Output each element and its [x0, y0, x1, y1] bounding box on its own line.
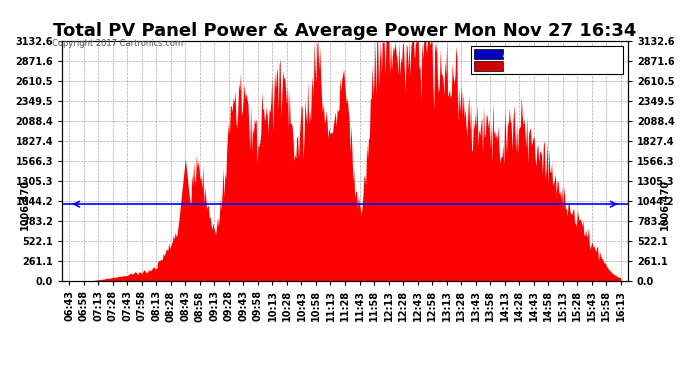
Title: Total PV Panel Power & Average Power Mon Nov 27 16:34: Total PV Panel Power & Average Power Mon…	[53, 22, 637, 40]
Text: Copyright 2017 Cartronics.com: Copyright 2017 Cartronics.com	[52, 39, 183, 48]
Text: 1006.470: 1006.470	[20, 178, 30, 230]
Text: 1006.470: 1006.470	[660, 178, 670, 230]
Legend: Average (DC Watts), PV Panels (DC Watts): Average (DC Watts), PV Panels (DC Watts)	[471, 46, 623, 74]
